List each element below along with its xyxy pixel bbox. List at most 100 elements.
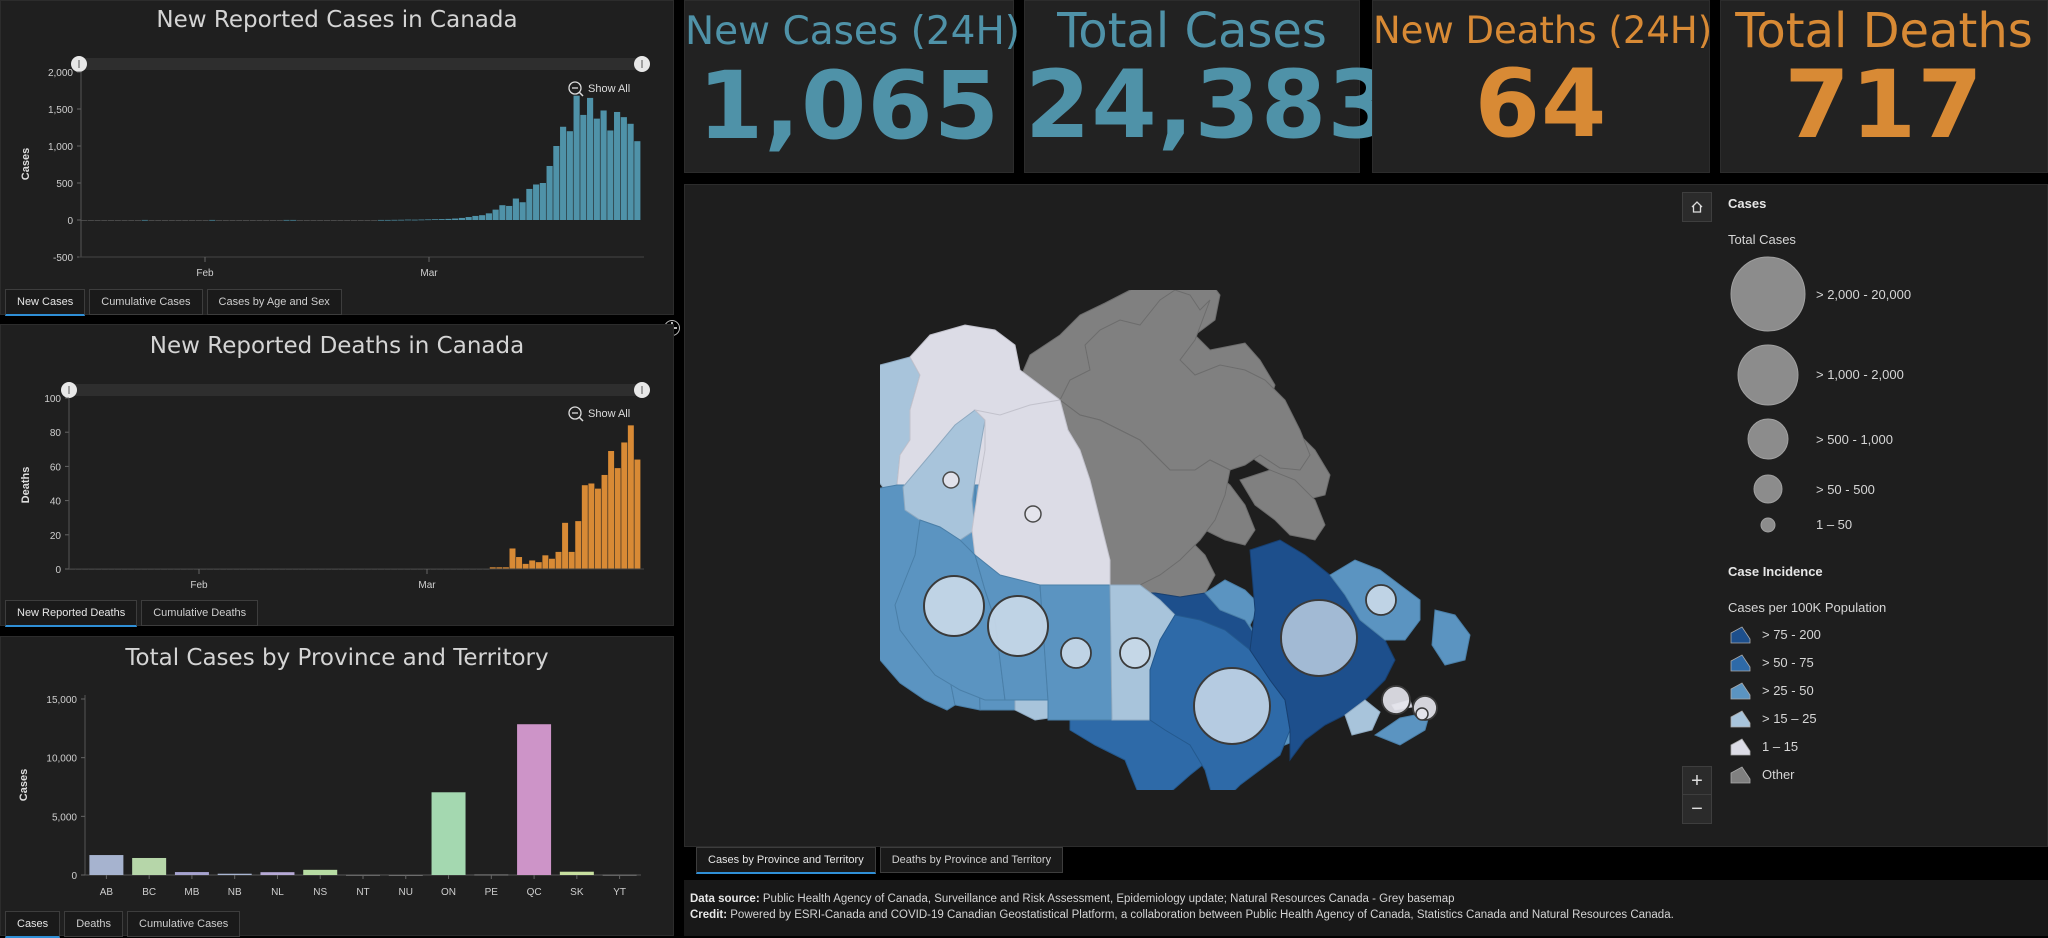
data-bar — [575, 521, 582, 569]
map-canvas-background — [880, 185, 1530, 290]
data-bar — [107, 220, 115, 221]
tab-cases-by-age-and-sex[interactable]: Cases by Age and Sex — [206, 289, 342, 315]
y-tick-label: 0 — [71, 871, 77, 882]
data-bar — [425, 219, 432, 221]
show-all-button[interactable]: Show All — [568, 81, 630, 97]
data-bar — [310, 220, 317, 221]
tab-cases[interactable]: Cases — [5, 911, 61, 938]
range-slider-right-handle[interactable] — [634, 382, 650, 398]
data-bar — [290, 219, 297, 221]
home-button[interactable] — [1682, 192, 1712, 222]
data-bar — [296, 220, 304, 221]
y-tick-label: 40 — [50, 497, 62, 508]
x-tick-label: Feb — [196, 268, 214, 279]
range-slider-track[interactable] — [69, 384, 643, 396]
kpi-new-cases-value: 1,065 — [697, 52, 1001, 161]
data-bar — [222, 220, 229, 221]
legend-incidence-label: Other — [1762, 767, 1795, 782]
bubble-quebec[interactable] — [1280, 599, 1358, 677]
bubble-pei[interactable] — [1415, 707, 1429, 721]
legend-incidence-item: > 25 - 50 — [1730, 681, 1990, 705]
bubble-nova-scotia[interactable] — [1381, 685, 1411, 715]
bubble-ontario[interactable] — [1193, 667, 1271, 745]
tab-cumulative-cases[interactable]: Cumulative Cases — [89, 289, 203, 315]
tab-deaths[interactable]: Deaths — [64, 911, 124, 937]
data-bar — [580, 114, 587, 220]
legend-total-cases-subtitle: Total Cases — [1728, 232, 1796, 247]
data-bar — [445, 218, 452, 220]
data-bar — [516, 557, 523, 569]
bubble-manitoba[interactable] — [1119, 637, 1151, 669]
data-bar-ns — [303, 869, 338, 875]
data-bar — [479, 215, 486, 220]
bubble-newfoundland[interactable] — [1365, 584, 1397, 616]
tab-cumulative-cases[interactable]: Cumulative Cases — [127, 911, 241, 937]
new-deaths-tabs: New Reported Deaths Cumulative Deaths — [5, 600, 259, 627]
legend-incidence-item: > 50 - 75 — [1730, 653, 1990, 677]
x-tick-label: Feb — [190, 580, 208, 591]
data-bar — [458, 217, 465, 220]
range-slider-right-handle[interactable] — [634, 56, 650, 72]
zoom-out-button[interactable]: − — [1682, 794, 1712, 824]
data-bar — [121, 220, 128, 221]
footer-source-label: Data source: — [690, 893, 760, 905]
data-bar — [502, 567, 509, 569]
bubble-saskatchewan[interactable] — [1060, 637, 1092, 669]
kpi-new-deaths-value: 64 — [1474, 50, 1608, 159]
data-bar — [542, 555, 549, 569]
footer: Data source: Public Health Agency of Can… — [684, 880, 2048, 936]
range-slider-left-handle[interactable] — [61, 382, 77, 398]
canada-map-layer[interactable] — [880, 290, 1620, 790]
kpi-new-cases-label: New Cases (24H) — [685, 9, 1021, 54]
data-bar — [276, 220, 283, 221]
range-slider-track[interactable] — [79, 58, 641, 70]
legend-incidence-subtitle: Cases per 100K Population — [1728, 600, 1887, 615]
kpi-new-deaths-label: New Deaths (24H) — [1373, 9, 1713, 52]
bubble-bc[interactable] — [923, 575, 985, 637]
legend-size-label: > 2,000 - 20,000 — [1816, 287, 1912, 302]
data-bar-ab — [89, 855, 124, 875]
tab-new-reported-deaths[interactable]: New Reported Deaths — [5, 600, 138, 627]
zoom-in-button[interactable]: + — [1682, 766, 1712, 796]
data-bar — [188, 220, 196, 221]
legend-incidence-item: Other — [1730, 765, 1990, 789]
new-deaths-chart-title: New Reported Deaths in Canada — [149, 333, 525, 359]
y-tick-label: -500 — [53, 253, 73, 264]
y-tick-label: 10,000 — [46, 754, 77, 765]
data-bar — [404, 219, 412, 221]
show-all-label: Show All — [588, 408, 630, 420]
data-bar — [134, 220, 142, 221]
data-bar — [452, 218, 459, 220]
x-tick-label: NS — [313, 887, 327, 898]
data-bar — [269, 220, 277, 221]
tab-new-cases[interactable]: New Cases — [5, 289, 86, 316]
bubble-nwt[interactable] — [1024, 505, 1042, 523]
bubble-alberta[interactable] — [987, 595, 1049, 657]
tab-cumulative-deaths[interactable]: Cumulative Deaths — [141, 600, 259, 626]
x-tick-label: QC — [527, 887, 542, 898]
data-bar — [202, 220, 209, 221]
legend-swatch — [1730, 626, 1751, 644]
data-bar-pe — [474, 874, 509, 876]
legend-incidence-item: 1 – 15 — [1730, 737, 1990, 761]
legend-swatch — [1730, 766, 1751, 784]
bubble-yukon[interactable] — [942, 471, 960, 489]
range-slider-left-handle[interactable] — [71, 56, 87, 72]
data-bar-on — [431, 792, 466, 875]
footer-credit-text: Powered by ESRI-Canada and COVID-19 Cana… — [730, 909, 1674, 921]
data-bar — [344, 220, 351, 221]
new-brunswick — [1344, 699, 1381, 736]
show-all-button[interactable]: Show All — [568, 406, 630, 422]
data-bar — [317, 220, 324, 221]
data-bar — [175, 220, 182, 221]
data-bar — [148, 220, 155, 221]
show-all-label: Show All — [588, 83, 630, 95]
data-bar — [539, 183, 546, 220]
home-icon — [1691, 201, 1703, 213]
tab-cases-by-province[interactable]: Cases by Province and Territory — [696, 847, 876, 874]
data-bar — [492, 209, 499, 220]
kpi-new-cases: New Cases (24H) 1,065 — [684, 0, 1021, 173]
x-tick-label: Mar — [420, 268, 438, 279]
tab-deaths-by-province[interactable]: Deaths by Province and Territory — [879, 847, 1064, 873]
legend-incidence-label: > 25 - 50 — [1762, 683, 1814, 698]
